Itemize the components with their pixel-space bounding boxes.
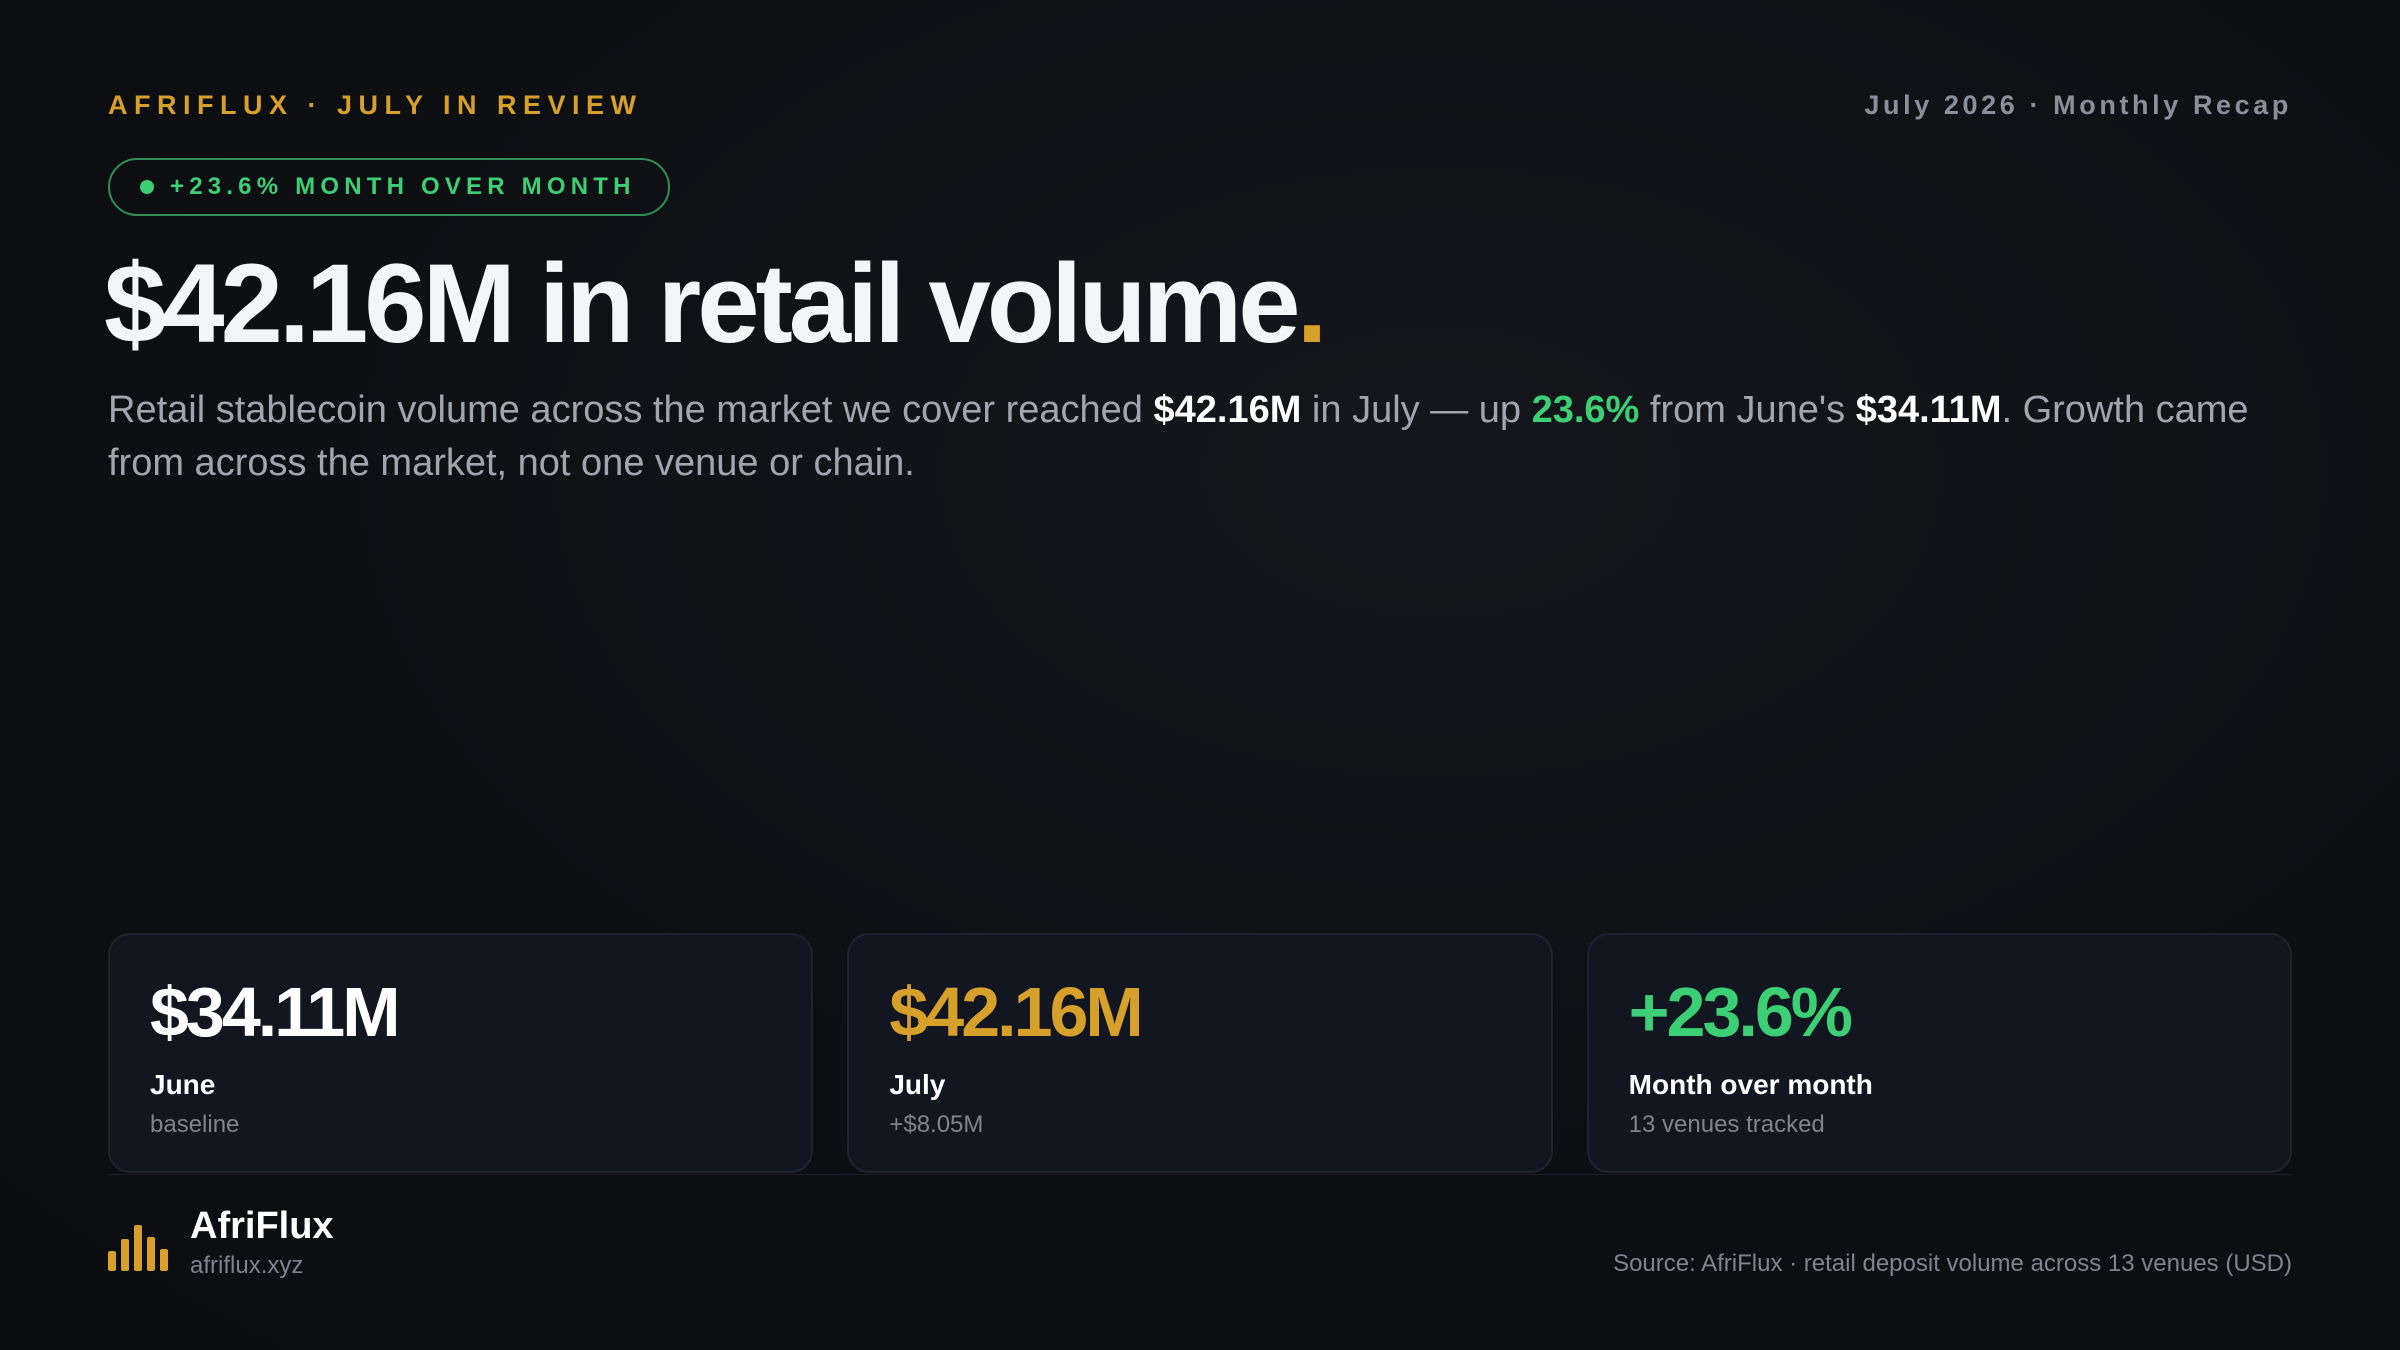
brand-name: AfriFlux: [190, 1205, 334, 1247]
stat-card-june: $34.11M June baseline: [108, 933, 814, 1173]
stat-label: Month over month: [1628, 1069, 1873, 1100]
lede-growth: 23.6%: [1531, 389, 1640, 431]
stat-label: June: [150, 1069, 216, 1100]
brand-block[interactable]: AfriFlux afriflux.xyz: [108, 1205, 334, 1280]
stat-card-mom: +23.6% Month over month 13 venues tracke…: [1586, 933, 2292, 1173]
growth-pill: +23.6% MONTH OVER MONTH: [108, 158, 670, 216]
status-dot-icon: [140, 180, 154, 194]
date-label: July 2026 · Monthly Recap: [1864, 90, 2292, 120]
lede-july-value: $42.16M: [1153, 389, 1302, 431]
brand-text: AfriFlux afriflux.xyz: [190, 1205, 334, 1280]
stat-label: July: [889, 1069, 946, 1100]
bar-chart-icon: [108, 1224, 168, 1271]
eyebrow-label: AFRIFLUX · JULY IN REVIEW: [108, 90, 643, 120]
headline-accent-dot: .: [1296, 241, 1328, 366]
stat-cards: $34.11M June baseline $42.16M July +$8.0…: [108, 933, 2292, 1173]
headline-text: $42.16M in retail volume: [104, 241, 1301, 366]
stat-sublabel: 13 venues tracked: [1628, 1111, 1825, 1138]
lede-june-value: $34.11M: [1855, 389, 2002, 431]
brand-url-link[interactable]: afriflux.xyz: [190, 1251, 304, 1279]
page-title: $42.16M in retail volume.: [104, 241, 1328, 366]
lede-part-4: . Growth came from across the market, no…: [108, 389, 2249, 484]
stat-sublabel: +$8.05M: [889, 1111, 984, 1138]
footer-divider: [108, 1174, 2292, 1175]
lede-part-2: in July — up: [1301, 389, 1532, 431]
stat-value: $42.16M: [889, 973, 1143, 1051]
source-note: Source: AfriFlux · retail deposit volume…: [1613, 1250, 2292, 1277]
stat-value: +23.6%: [1628, 973, 1853, 1051]
stat-card-july: $42.16M July +$8.05M: [847, 933, 1553, 1173]
lede-part-3: from June's: [1639, 389, 1856, 431]
lede-part-1: Retail stablecoin volume across the mark…: [108, 389, 1154, 431]
growth-pill-text: +23.6% MONTH OVER MONTH: [170, 173, 636, 200]
summary-paragraph: Retail stablecoin volume across the mark…: [108, 384, 2268, 490]
stat-value: $34.11M: [150, 973, 401, 1051]
stat-sublabel: baseline: [150, 1111, 240, 1138]
